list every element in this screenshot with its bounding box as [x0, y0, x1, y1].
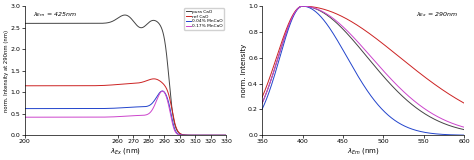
Text: $\lambda_{Em}$ = 425nm: $\lambda_{Em}$ = 425nm [33, 10, 77, 19]
Y-axis label: norm. Intensity at 290nm (nm): norm. Intensity at 290nm (nm) [4, 30, 9, 112]
X-axis label: $\lambda_{Ex}$ (nm): $\lambda_{Ex}$ (nm) [110, 146, 141, 156]
Y-axis label: norm. Intensity: norm. Intensity [241, 44, 247, 97]
X-axis label: $\lambda_{Em}$ (nm): $\lambda_{Em}$ (nm) [346, 146, 380, 156]
Text: $\lambda_{Ex}$ = 290nm: $\lambda_{Ex}$ = 290nm [416, 10, 458, 19]
Legend: pura CaO, ref CaO, 0.04% MnCaO, 0.17% MnCaO: pura CaO, ref CaO, 0.04% MnCaO, 0.17% Mn… [184, 8, 224, 29]
